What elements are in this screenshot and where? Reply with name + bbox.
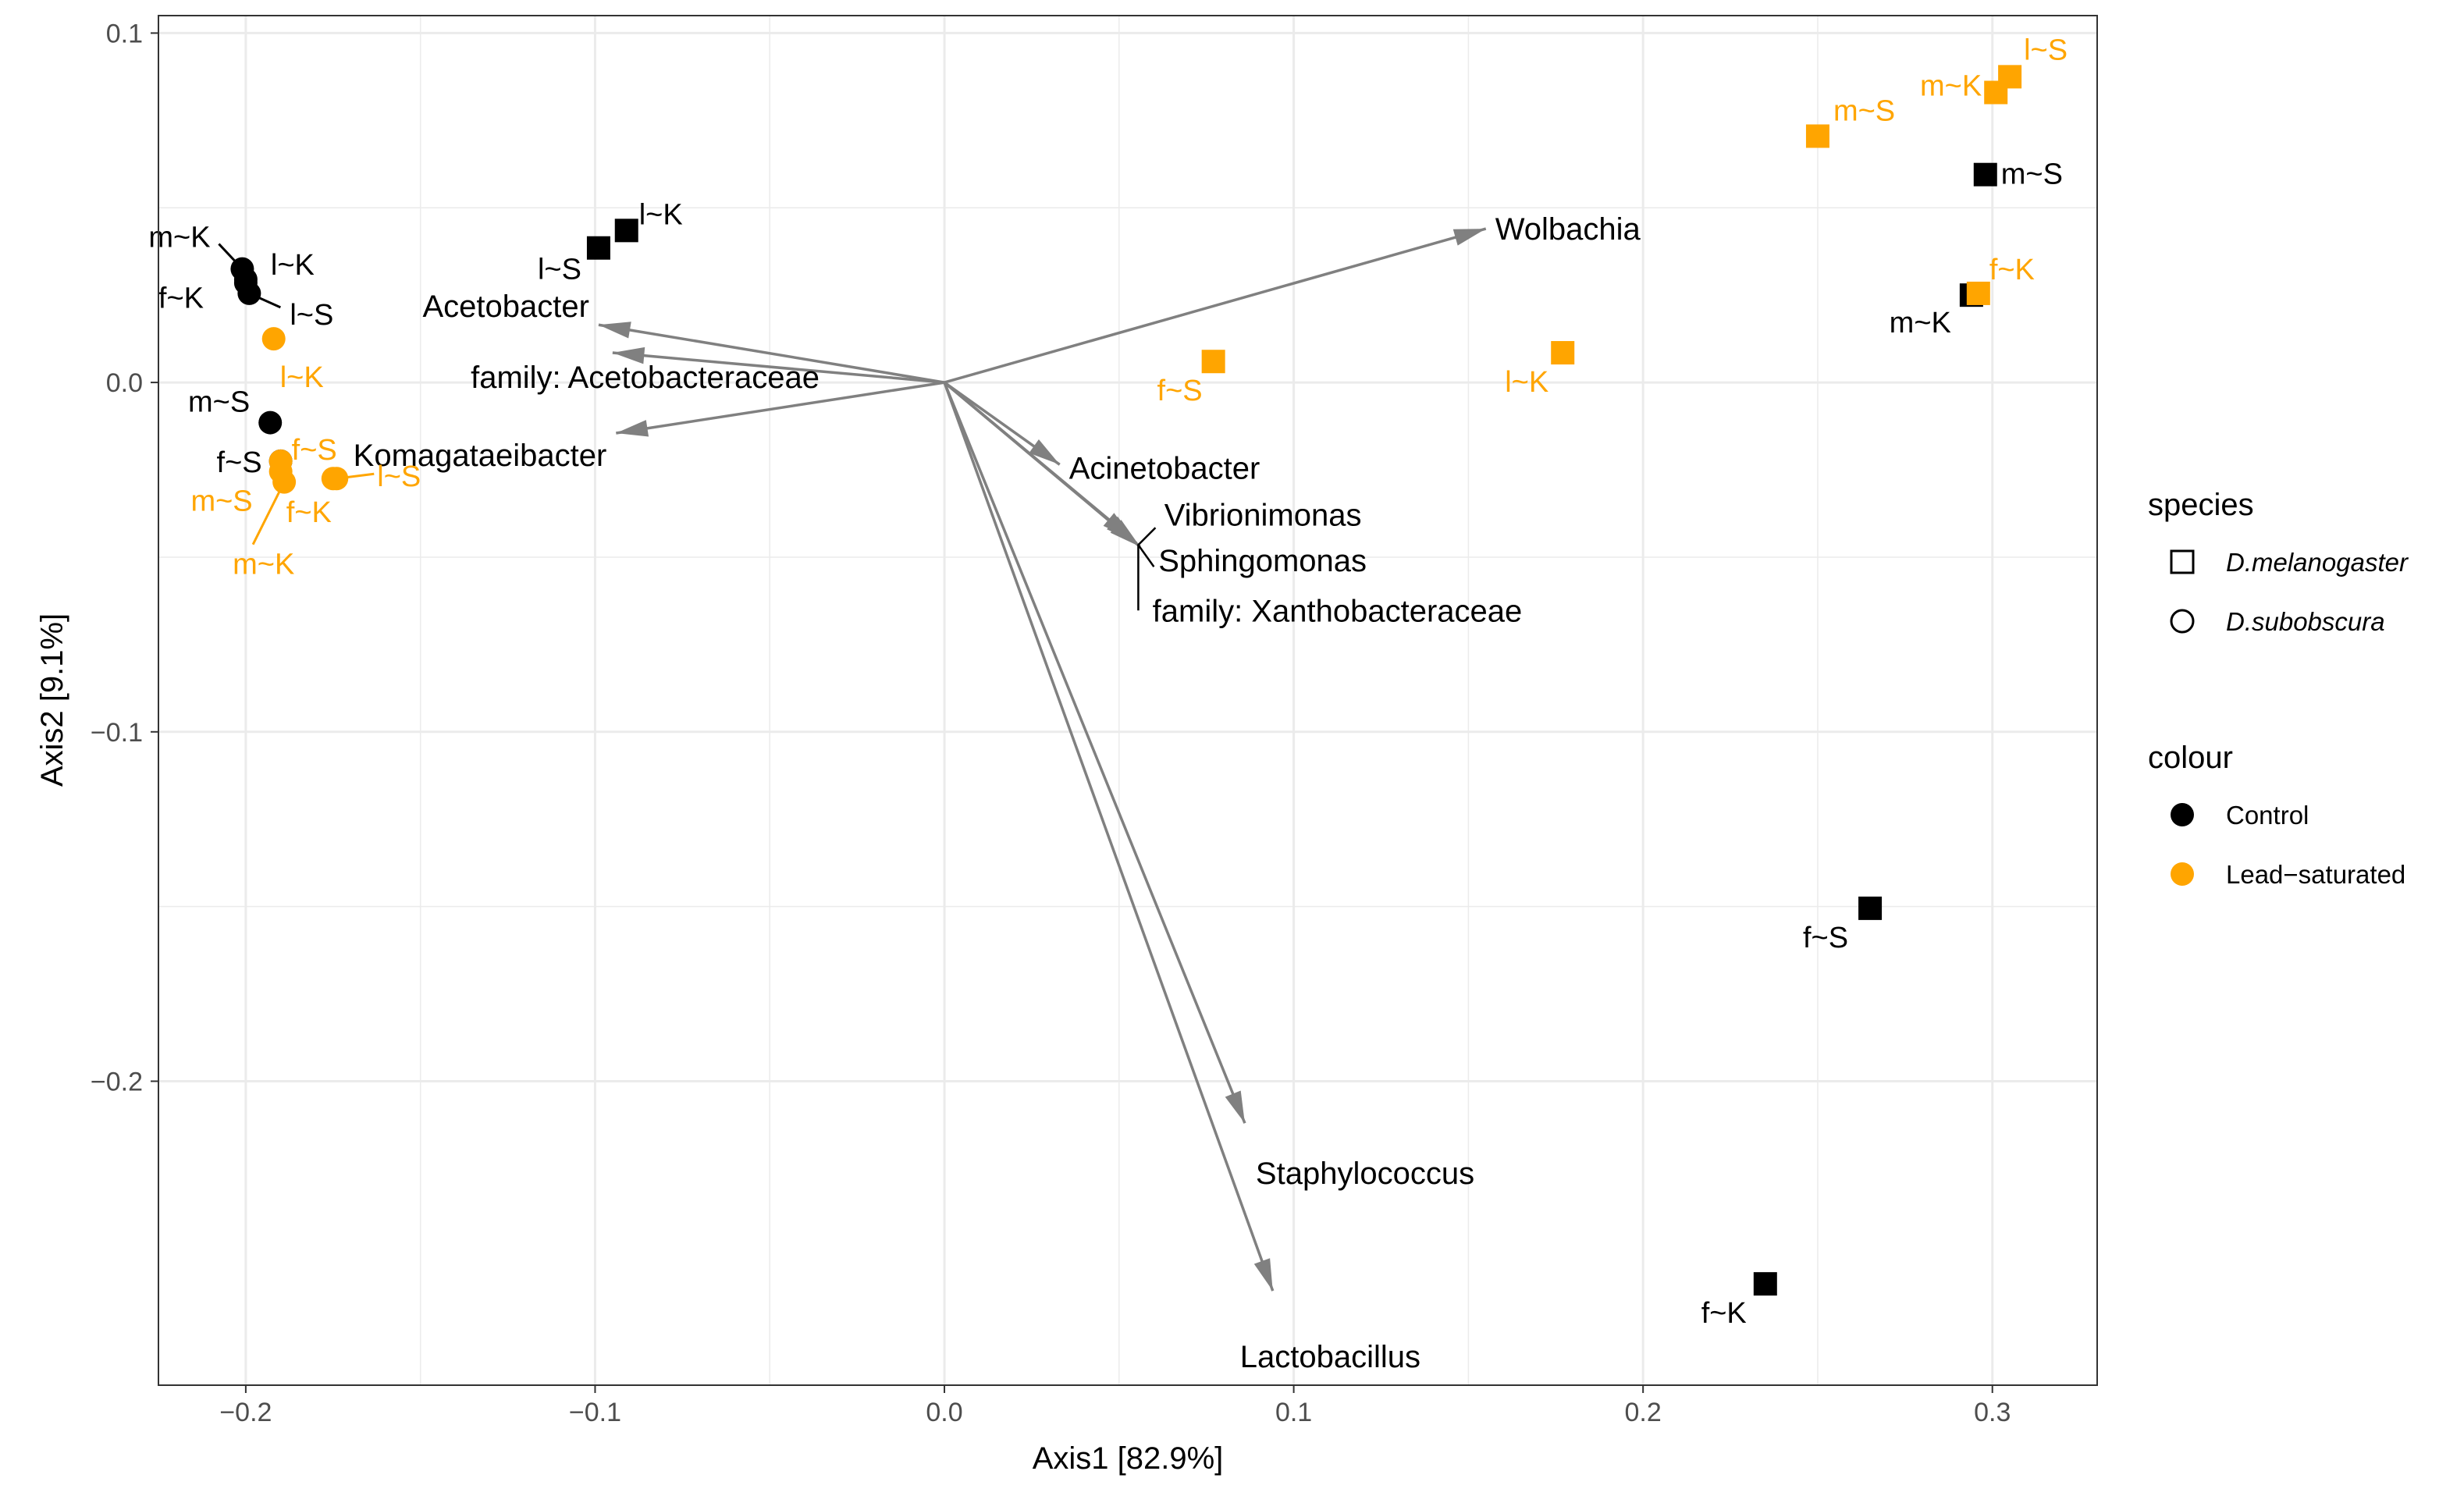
points-layer bbox=[230, 65, 2022, 1296]
arrow-label: Acetobacter bbox=[422, 290, 588, 324]
loading-arrow bbox=[943, 381, 1141, 548]
arrow-head bbox=[1452, 229, 1486, 246]
arrow-label: Vibrionimonas bbox=[1164, 499, 1362, 533]
point-label: l~S bbox=[377, 460, 421, 493]
point-label-leader bbox=[251, 481, 286, 545]
point-label: f~K bbox=[158, 282, 204, 314]
arrow-label: Staphylococcus bbox=[1256, 1157, 1474, 1191]
legend-key-circle bbox=[2170, 609, 2195, 634]
arrow-label: family: Acetobacteraceae bbox=[471, 361, 820, 395]
point-label: m~S bbox=[188, 386, 250, 419]
x-tick-label: 0.0 bbox=[926, 1398, 962, 1427]
point-square bbox=[1201, 350, 1225, 374]
point-label: m~K bbox=[1890, 307, 1951, 339]
point-label: l~S bbox=[2024, 34, 2068, 66]
loading-arrow bbox=[943, 382, 1275, 1292]
point-square bbox=[1973, 162, 1997, 187]
grid-lines bbox=[158, 16, 2097, 1385]
point-label: f~S bbox=[292, 434, 337, 467]
point-label: l~S bbox=[538, 254, 581, 286]
labels-layer: Wolbachia Acetobacter family: Acetobactera… bbox=[148, 34, 2068, 1374]
point-label: m~S bbox=[190, 485, 252, 517]
legend-label: Lead−saturated bbox=[2226, 860, 2405, 889]
arrow-label: Wolbachia bbox=[1495, 212, 1641, 247]
x-tick-label: −0.2 bbox=[219, 1398, 272, 1427]
point-label-leader bbox=[248, 292, 281, 309]
legend-key-square bbox=[2170, 549, 2195, 574]
point-circle bbox=[258, 410, 283, 435]
arrow-head bbox=[612, 346, 645, 364]
point-label: l~K bbox=[280, 361, 324, 394]
legend-label: D.melanogaster bbox=[2226, 548, 2409, 577]
point-label: f~K bbox=[286, 496, 332, 529]
arrow-head bbox=[1110, 520, 1140, 547]
point-label: f~S bbox=[1157, 375, 1203, 407]
point-square bbox=[1753, 1272, 1777, 1296]
point-square bbox=[586, 236, 610, 260]
x-tick-label: 0.2 bbox=[1625, 1398, 1662, 1427]
point-label: f~K bbox=[1989, 254, 2035, 286]
point-label: l~K bbox=[1505, 366, 1548, 399]
point-label: f~S bbox=[1803, 922, 1848, 954]
y-tick-label: −0.1 bbox=[91, 718, 143, 748]
arrow-label: Komagataeibacter bbox=[354, 439, 607, 473]
point-square bbox=[1858, 896, 1883, 920]
arrow-head bbox=[598, 322, 631, 339]
arrow-label: Acinetobacter bbox=[1069, 451, 1260, 485]
legend-key-dot bbox=[2171, 862, 2194, 886]
loading-arrow bbox=[612, 351, 945, 384]
point-label: l~K bbox=[271, 249, 315, 282]
x-tick-label: 0.1 bbox=[1275, 1398, 1312, 1427]
legend: species D.melanogaster D.subobscura colour C… bbox=[2148, 488, 2409, 889]
point-circle bbox=[261, 327, 286, 351]
plot-panel bbox=[158, 16, 2097, 1385]
arrow-label: family: Xanthobacteraceae bbox=[1153, 595, 1523, 629]
point-label: m~S bbox=[2001, 158, 2063, 191]
arrow-head bbox=[616, 420, 649, 437]
x-tick-label: 0.3 bbox=[1974, 1398, 2011, 1427]
legend-title: colour bbox=[2148, 741, 2233, 775]
point-label: m~K bbox=[233, 549, 294, 581]
point-square bbox=[1551, 341, 1575, 365]
arrow-head bbox=[1029, 439, 1060, 465]
legend-label: D.subobscura bbox=[2226, 607, 2385, 636]
axis-ticks: −0.2 −0.1 0.0 0.1 0.2 0.3 0.1 0.0 −0.1 −0.2 bbox=[91, 19, 2011, 1427]
legend-label: Control bbox=[2226, 801, 2309, 830]
point-label: f~S bbox=[217, 446, 262, 479]
arrows-layer bbox=[598, 227, 1487, 1292]
point-label: m~S bbox=[1833, 94, 1895, 127]
arrow-head bbox=[1225, 1090, 1245, 1124]
point-label-leader bbox=[218, 243, 244, 270]
plot-border bbox=[158, 15, 2098, 1386]
point-label: l~S bbox=[290, 299, 333, 332]
x-tick-label: −0.1 bbox=[569, 1398, 621, 1427]
y-axis-title: Axis2 [9.1%] bbox=[35, 613, 69, 787]
x-axis-title: Axis1 [82.9%] bbox=[1033, 1441, 1224, 1476]
point-square bbox=[1984, 80, 2008, 105]
label-leader-line bbox=[1137, 544, 1155, 567]
loading-arrow bbox=[598, 323, 945, 384]
loading-arrow bbox=[943, 382, 1246, 1124]
arrow-label: Sphingomonas bbox=[1158, 544, 1367, 578]
point-square bbox=[614, 219, 638, 243]
point-label: f~K bbox=[1701, 1297, 1747, 1330]
y-tick-label: −0.2 bbox=[91, 1067, 143, 1096]
y-tick-label: 0.1 bbox=[106, 19, 143, 48]
point-square bbox=[1805, 124, 1829, 148]
point-label: l~K bbox=[639, 198, 683, 231]
loading-arrow bbox=[944, 227, 1487, 384]
legend-title: species bbox=[2148, 488, 2254, 522]
legend-key-dot bbox=[2171, 803, 2194, 826]
y-tick-label: 0.0 bbox=[106, 368, 143, 398]
loading-arrow bbox=[616, 381, 945, 435]
arrow-label: Lactobacillus bbox=[1240, 1340, 1420, 1374]
point-square bbox=[1966, 281, 1990, 305]
point-label: m~K bbox=[1920, 69, 1982, 102]
point-label-leader bbox=[336, 472, 375, 480]
arrow-head bbox=[1253, 1258, 1273, 1292]
